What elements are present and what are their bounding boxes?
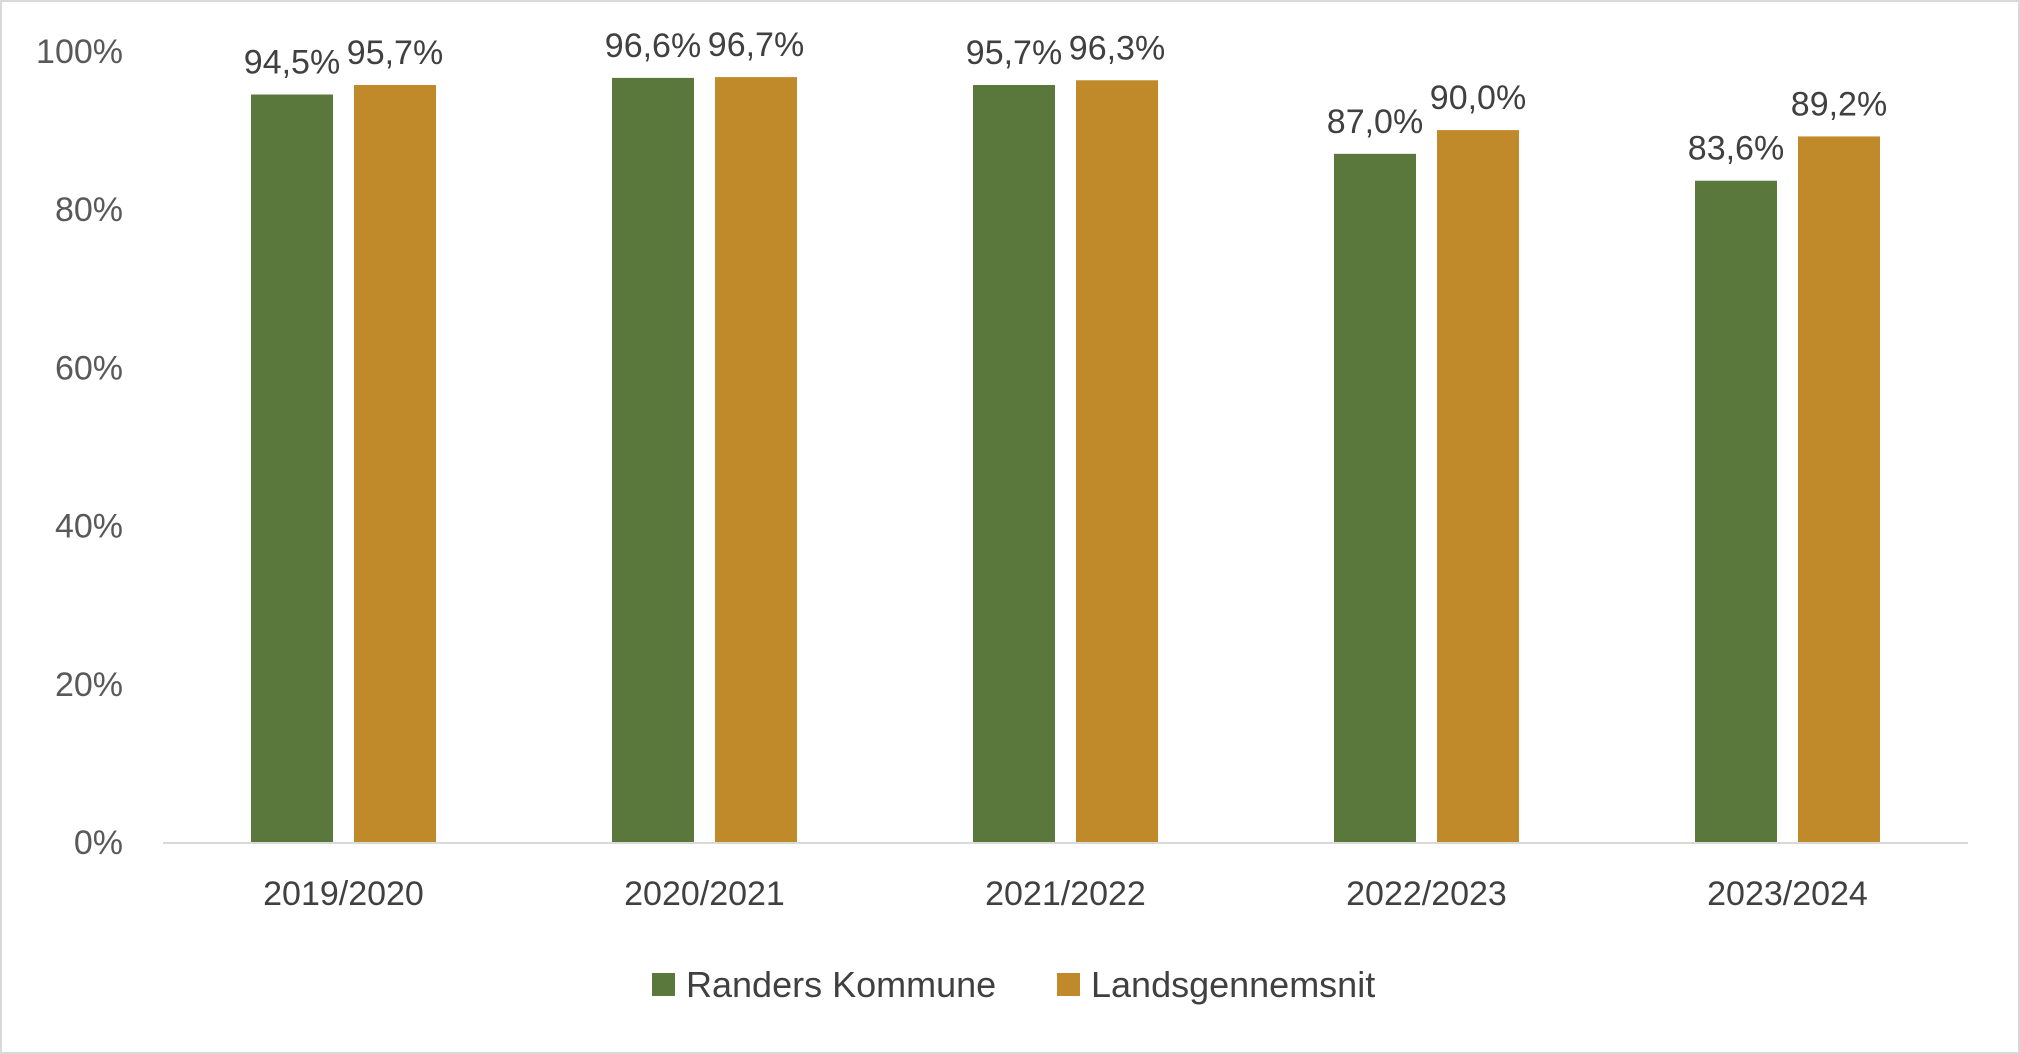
bar bbox=[715, 77, 797, 842]
x-tick-label: 2022/2023 bbox=[1346, 875, 1507, 913]
data-label: 94,5% bbox=[244, 44, 340, 82]
legend: Randers Kommune Landsgennemsnit bbox=[652, 964, 1375, 1005]
legend-label: Randers Kommune bbox=[686, 964, 996, 1005]
bar bbox=[1334, 153, 1416, 842]
data-label: 95,7% bbox=[966, 34, 1062, 72]
x-tick-label: 2021/2022 bbox=[985, 875, 1146, 913]
y-tick-label: 100% bbox=[36, 33, 123, 71]
bar bbox=[1695, 180, 1777, 842]
x-tick-label: 2023/2024 bbox=[1707, 875, 1868, 913]
x-tick-label: 2020/2021 bbox=[624, 875, 785, 913]
bar bbox=[612, 77, 694, 843]
y-tick-label: 40% bbox=[55, 508, 123, 546]
data-label: 90,0% bbox=[1430, 79, 1526, 117]
bar bbox=[1798, 136, 1880, 843]
y-tick-label: 60% bbox=[55, 349, 123, 387]
legend-swatch bbox=[652, 973, 675, 996]
data-label: 83,6% bbox=[1688, 130, 1784, 168]
bar bbox=[1437, 130, 1519, 843]
data-label: 96,3% bbox=[1069, 29, 1165, 67]
y-tick-label: 20% bbox=[55, 666, 123, 704]
data-label: 87,0% bbox=[1327, 103, 1423, 141]
legend-label: Landsgennemsnit bbox=[1091, 964, 1375, 1005]
data-labels: 94,5% 95,7% 96,6% 96,7% 95,7% 96,3%87,0%90,0%… bbox=[244, 26, 1887, 168]
y-tick-label: 80% bbox=[55, 191, 123, 229]
x-tick-label: 2019/2020 bbox=[263, 875, 424, 913]
bar bbox=[973, 85, 1055, 842]
y-tick-label: 0% bbox=[74, 824, 123, 862]
data-label: 96,7% bbox=[708, 26, 804, 64]
data-label: 89,2% bbox=[1791, 85, 1887, 123]
bars bbox=[251, 77, 1880, 843]
data-label: 96,6% bbox=[605, 27, 701, 65]
legend-swatch bbox=[1057, 973, 1080, 996]
data-label: 95,7% bbox=[347, 34, 443, 72]
bar bbox=[251, 94, 333, 842]
bar bbox=[1076, 80, 1158, 843]
bar bbox=[354, 85, 436, 842]
y-axis: 0% 20% 40% 60% 80% 100% bbox=[36, 33, 123, 862]
x-axis: 2019/2020 2020/2021 2021/2022 2022/2023 2023… bbox=[263, 875, 1868, 913]
